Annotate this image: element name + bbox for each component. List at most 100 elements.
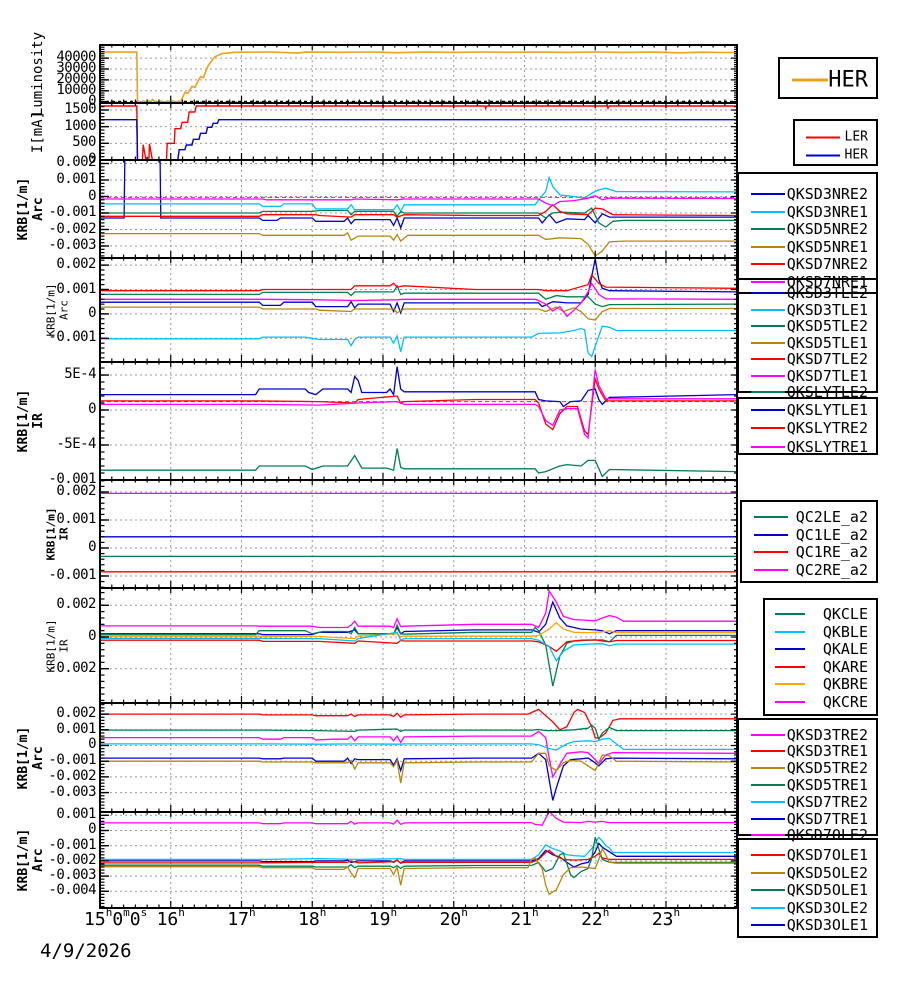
series-group bbox=[100, 708, 737, 801]
y-tick-label: 0.002 bbox=[56, 256, 96, 273]
legend-entry-label: QKSD5OLE1 bbox=[786, 881, 868, 899]
x-tick-unit: h bbox=[178, 906, 185, 919]
series-qksd7tle2 bbox=[100, 273, 737, 292]
legend-entry-label: QKSD3TRE2 bbox=[786, 725, 868, 744]
x-tick-number: 22 bbox=[581, 909, 603, 930]
x-tick-number: 0 bbox=[129, 909, 141, 930]
legend-line-sample bbox=[751, 358, 785, 360]
plot-frame bbox=[99, 44, 738, 104]
legend-entry-qkslytre1: QKSLYTRE1 bbox=[739, 438, 876, 456]
legend-line-sample bbox=[751, 854, 785, 856]
series-group bbox=[100, 812, 737, 896]
legend-entry-qksd5nre1: QKSD5NRE1 bbox=[739, 238, 876, 256]
x-tick-unit: h bbox=[319, 906, 327, 919]
x-tick-unit: h bbox=[390, 906, 398, 919]
y-axis-label: KRB[1/m] Arc bbox=[16, 828, 46, 892]
y-tick-label: 0.001 bbox=[56, 280, 96, 297]
series-qksd5tle1 bbox=[100, 306, 737, 321]
series-qksd3nre2 bbox=[100, 160, 737, 230]
legend-entry-label: HER bbox=[844, 147, 868, 163]
legend-krb-qc: QC2LE_a2 QC1LE_a2 QC1RE_a2 QC2RE_a2 bbox=[740, 500, 878, 583]
series-qkcre bbox=[100, 589, 737, 629]
legend-line-sample bbox=[751, 871, 785, 874]
x-tick-unit: h bbox=[105, 906, 113, 919]
legend-line-sample bbox=[751, 427, 785, 430]
legend-entry-qkbre: QKBRE bbox=[765, 675, 876, 693]
plot-krb-arc-ole bbox=[99, 811, 738, 909]
legend-entry-qksd7tle2: QKSD7TLE2 bbox=[739, 350, 876, 368]
legend-line-sample bbox=[751, 750, 785, 753]
legend-krb-nre: QKSD3NRE2 QKSD3NRE1 QKSD5NRE2 QKSD5NRE1 QKSD… bbox=[737, 172, 878, 294]
series-group bbox=[100, 492, 737, 573]
legend-line-sample bbox=[751, 292, 785, 294]
legend-line-sample bbox=[751, 409, 785, 411]
legend-line-sample bbox=[754, 533, 788, 536]
legend-entry-qc1le_a2: QC1LE_a2 bbox=[742, 526, 876, 544]
y-tick-label: 0 bbox=[88, 187, 96, 204]
legend-line-sample bbox=[751, 817, 785, 820]
legend-entry-label: QKSLYTLE2 bbox=[786, 383, 868, 401]
y-tick-label: -0.003 bbox=[48, 237, 96, 253]
y-tick-label: -0.002 bbox=[48, 851, 96, 868]
legend-entry-qksd7tle1: QKSD7TLE1 bbox=[739, 367, 876, 385]
x-tick-number: 17 bbox=[227, 909, 250, 930]
plot-frame bbox=[99, 257, 738, 363]
series-qksd3ole2 bbox=[100, 836, 737, 861]
legend-line-sample bbox=[751, 245, 785, 248]
series-her bbox=[100, 118, 737, 160]
legend-entry-label: QKSD3TRE1 bbox=[786, 742, 868, 761]
y-tick-label: 40000 bbox=[56, 49, 96, 66]
x-tick-unit: m bbox=[123, 906, 130, 919]
legend-entry-label: QKSD5OLE2 bbox=[786, 863, 868, 882]
legend-entry-qksd7tre2: QKSD7TRE2 bbox=[739, 793, 876, 811]
legend-line-sample bbox=[751, 924, 785, 926]
tick-marks bbox=[100, 703, 737, 813]
legend-entry-qkslytle1: QKSLYTLE1 bbox=[739, 401, 876, 419]
y-tick-label: 10000 bbox=[56, 81, 96, 98]
y-tick-label: 0.001 bbox=[56, 511, 96, 527]
series-qksd7ole2 bbox=[100, 812, 737, 826]
legend-entry-qksd5tle1: QKSD5TLE1 bbox=[739, 334, 876, 352]
plot-luminosity bbox=[99, 44, 738, 104]
y-tick-label: 0.002 bbox=[56, 705, 96, 722]
legend-entry-qc2le_a2: QC2LE_a2 bbox=[742, 508, 876, 526]
series-her bbox=[100, 51, 737, 103]
legend-entry-ler: LER bbox=[795, 130, 876, 145]
x-tick-label: 21h bbox=[510, 906, 538, 930]
legend-entry-label: QKSD5TRE1 bbox=[786, 775, 868, 794]
y-tick-label: 0 bbox=[88, 736, 96, 753]
legend-entry-qksd3ole1: QKSD3OLE1 bbox=[739, 916, 876, 934]
y-tick-label: 500 bbox=[72, 134, 96, 151]
legend-entry-label: QKSD3OLE1 bbox=[786, 916, 868, 934]
y-tick-label: 0 bbox=[88, 538, 96, 555]
legend-entry-qkslytle2: QKSLYTLE2 bbox=[739, 383, 876, 401]
series-group bbox=[100, 105, 737, 160]
y-tick-label: -0.001 bbox=[48, 471, 96, 487]
series-qksd7nre2 bbox=[100, 203, 737, 218]
y-axis-label: KRB[1/m] IR bbox=[16, 389, 46, 453]
y-axis-label: KRB[1/m] Arc bbox=[16, 726, 46, 789]
legend-line-sample bbox=[775, 683, 805, 686]
series-qksd3tle2 bbox=[100, 258, 737, 315]
y-tick-label: -0.001 bbox=[48, 566, 96, 583]
y-tick-label: -0.003 bbox=[48, 867, 96, 884]
tick-marks bbox=[100, 811, 737, 908]
plot-krb-arc-tle bbox=[99, 257, 738, 363]
legend-entry-qc2re_a2: QC2RE_a2 bbox=[742, 561, 876, 579]
legend-entry-label: QKSD3NRE1 bbox=[786, 202, 868, 221]
legend-entry-qksd5tle2: QKSD5TLE2 bbox=[739, 317, 876, 335]
legend-line-sample bbox=[775, 613, 805, 615]
legend-entry-label: QKALE bbox=[822, 640, 868, 659]
series-qksd3tle1 bbox=[100, 325, 737, 358]
series-group bbox=[100, 589, 737, 687]
y-axis-label: KRB[1/m] IR bbox=[44, 619, 70, 672]
series-qksd7tre1 bbox=[100, 752, 737, 801]
series-qkale bbox=[100, 600, 737, 636]
legend-entry-label: QKCRE bbox=[822, 693, 868, 711]
tick-marks bbox=[100, 102, 737, 161]
x-tick-number: 15 bbox=[84, 909, 106, 930]
tick-marks bbox=[100, 362, 737, 481]
legend-line-sample bbox=[751, 906, 785, 909]
x-tick-label: 17h bbox=[227, 906, 255, 930]
x-tick-label: 20h bbox=[440, 906, 468, 930]
